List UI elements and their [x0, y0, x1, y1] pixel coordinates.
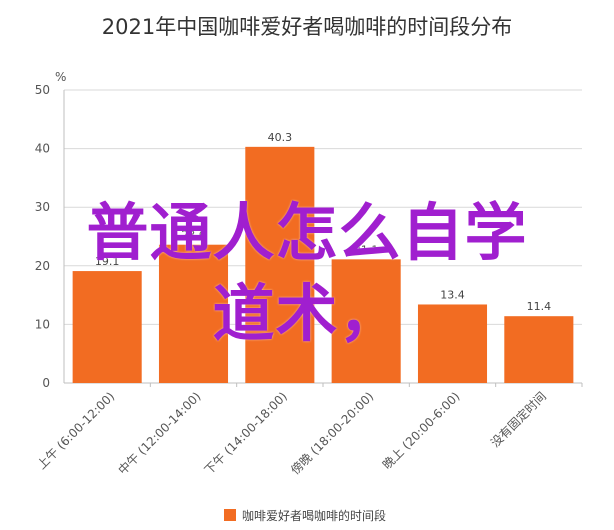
data-label: 19.1	[95, 255, 120, 268]
x-tick-label: 傍晚 (18:00-20:00)	[287, 389, 376, 478]
x-tick-label: 没有固定时间	[487, 389, 549, 451]
x-tick-label: 下午 (14:00-18:00)	[202, 389, 290, 477]
data-label: 23.6	[181, 229, 206, 242]
y-axis-unit: %	[55, 70, 66, 84]
y-tick-label: 0	[42, 376, 50, 390]
bar	[72, 271, 142, 383]
y-tick-label: 30	[35, 200, 50, 214]
y-tick-label: 10	[35, 317, 50, 331]
data-label: 40.3	[268, 131, 293, 144]
x-tick-label: 中午 (12:00-14:00)	[115, 389, 204, 478]
bar	[504, 316, 574, 383]
bar	[331, 259, 401, 383]
bar	[245, 146, 315, 383]
x-tick-label: 上午 (6:00-12:00)	[35, 389, 118, 472]
y-tick-label: 40	[35, 142, 50, 156]
data-label: 11.4	[527, 300, 552, 313]
legend-swatch	[224, 509, 236, 521]
data-label: 21.1	[354, 243, 379, 256]
data-labels: 19.1 23.6 40.3 21.1 13.4 11.4	[95, 131, 551, 313]
y-axis-ticks: 0 10 20 30 40 50	[35, 83, 50, 390]
data-label: 13.4	[440, 288, 465, 301]
bar	[158, 244, 229, 383]
y-tick-label: 20	[35, 259, 50, 273]
bars	[72, 146, 574, 383]
chart-title: 2021年中国咖啡爱好者喝咖啡的时间段分布	[102, 15, 512, 39]
x-tick-label: 晚上 (20:00-6:00)	[380, 389, 463, 472]
bar	[417, 304, 488, 383]
gridlines	[63, 89, 582, 384]
y-tick-label: 50	[35, 83, 50, 97]
x-axis-ticks: 上午 (6:00-12:00)中午 (12:00-14:00)下午 (14:00…	[35, 383, 583, 478]
legend: 咖啡爱好者喝咖啡的时间段	[224, 508, 386, 523]
legend-label: 咖啡爱好者喝咖啡的时间段	[242, 508, 386, 523]
